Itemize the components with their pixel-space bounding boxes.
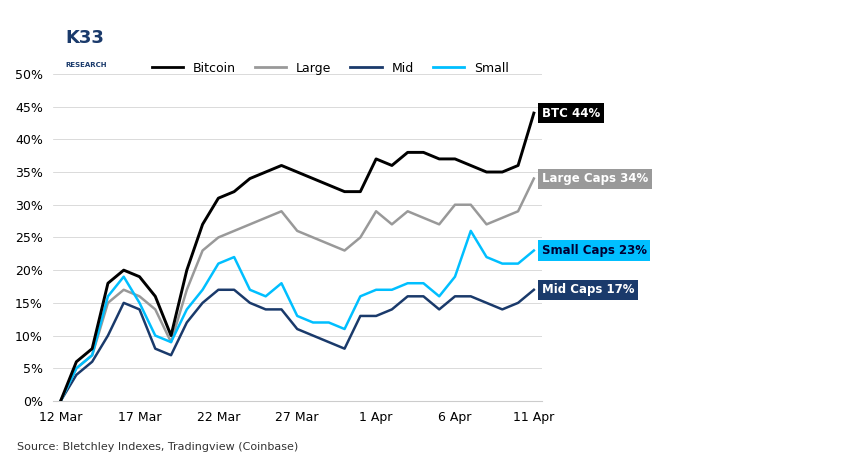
- Text: K33: K33: [65, 29, 104, 47]
- Text: Source: Bletchley Indexes, Tradingview (Coinbase): Source: Bletchley Indexes, Tradingview (…: [17, 442, 298, 452]
- Text: RESEARCH: RESEARCH: [65, 63, 106, 69]
- Text: Large Caps 34%: Large Caps 34%: [541, 172, 648, 185]
- Text: Small Caps 23%: Small Caps 23%: [541, 244, 647, 257]
- Text: BTC 44%: BTC 44%: [541, 106, 600, 120]
- Legend: Bitcoin, Large, Mid, Small: Bitcoin, Large, Mid, Small: [147, 57, 513, 80]
- Text: Mid Caps 17%: Mid Caps 17%: [541, 283, 634, 296]
